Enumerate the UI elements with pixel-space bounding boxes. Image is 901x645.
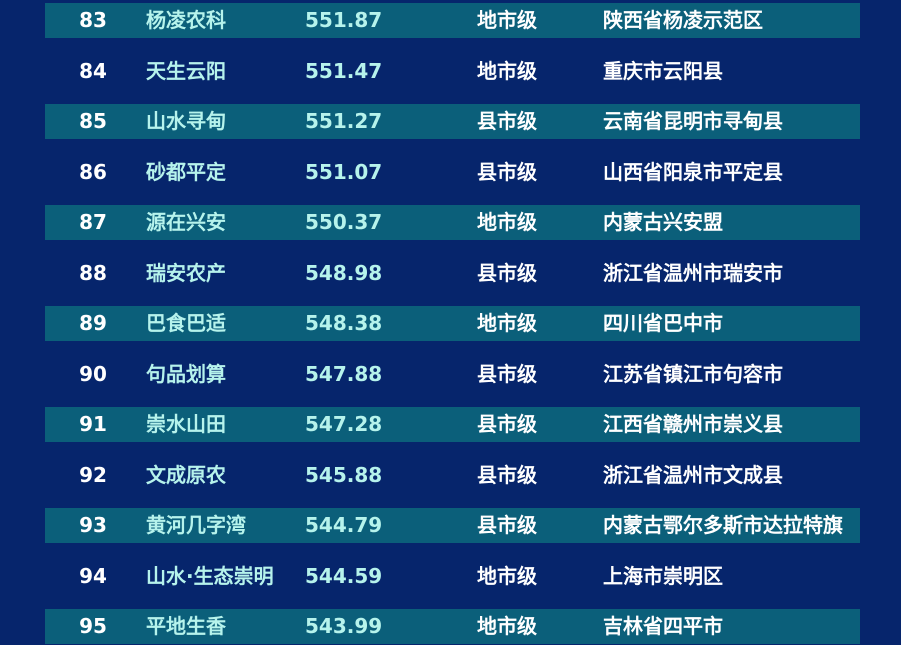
- cell-level: 县市级: [477, 361, 537, 386]
- cell-name: 源在兴安: [146, 210, 226, 234]
- cell-region: 云南省昆明市寻甸县: [603, 109, 783, 133]
- cell-rank: 86: [79, 159, 107, 184]
- cell-score: 551.27: [305, 109, 383, 133]
- cell-score: 550.37: [305, 210, 383, 234]
- cell-region: 陕西省杨凌示范区: [603, 8, 763, 32]
- table-row: 89 巴食巴适 548.38 地市级 四川省巴中市: [45, 306, 860, 341]
- cell-region: 内蒙古兴安盟: [603, 210, 723, 234]
- cell-rank: 89: [79, 311, 107, 335]
- cell-rank: 90: [79, 361, 107, 386]
- cell-region: 上海市崇明区: [603, 563, 723, 588]
- cell-level: 地市级: [477, 210, 537, 234]
- cell-score: 548.98: [305, 260, 383, 285]
- table-row: 94 山水·生态崇明 544.59 地市级 上海市崇明区: [45, 559, 860, 594]
- cell-level: 县市级: [477, 412, 537, 436]
- cell-score: 547.28: [305, 412, 383, 436]
- cell-name: 山水·生态崇明: [146, 563, 274, 588]
- cell-region: 浙江省温州市瑞安市: [603, 260, 783, 285]
- cell-region: 浙江省温州市文成县: [603, 462, 783, 487]
- cell-region: 江苏省镇江市句容市: [603, 361, 783, 386]
- table-row: 87 源在兴安 550.37 地市级 内蒙古兴安盟: [45, 205, 860, 240]
- cell-score: 551.47: [305, 58, 383, 83]
- cell-level: 地市级: [477, 8, 537, 32]
- cell-name: 文成原农: [146, 462, 226, 487]
- cell-region: 吉林省四平市: [603, 614, 723, 638]
- cell-region: 重庆市云阳县: [603, 58, 723, 83]
- cell-score: 547.88: [305, 361, 383, 386]
- cell-name: 崇水山田: [146, 412, 226, 436]
- cell-name: 平地生香: [146, 614, 226, 638]
- cell-score: 545.88: [305, 462, 383, 487]
- table-row: 90 句品划算 547.88 县市级 江苏省镇江市句容市: [45, 357, 860, 392]
- table-row: 93 黄河几字湾 544.79 县市级 内蒙古鄂尔多斯市达拉特旗: [45, 508, 860, 543]
- cell-name: 砂都平定: [146, 159, 226, 184]
- cell-score: 548.38: [305, 311, 383, 335]
- cell-name: 句品划算: [146, 361, 226, 386]
- table-row: 85 山水寻甸 551.27 县市级 云南省昆明市寻甸县: [45, 104, 860, 139]
- cell-rank: 94: [79, 563, 107, 588]
- cell-name: 巴食巴适: [146, 311, 226, 335]
- cell-rank: 83: [79, 8, 107, 32]
- cell-level: 县市级: [477, 260, 537, 285]
- cell-rank: 88: [79, 260, 107, 285]
- cell-score: 543.99: [305, 614, 383, 638]
- cell-rank: 93: [79, 513, 107, 537]
- cell-rank: 95: [79, 614, 107, 638]
- table-row: 83 杨凌农科 551.87 地市级 陕西省杨凌示范区: [45, 3, 860, 38]
- cell-region: 山西省阳泉市平定县: [603, 159, 783, 184]
- cell-score: 544.79: [305, 513, 383, 537]
- table-row: 84 天生云阳 551.47 地市级 重庆市云阳县: [45, 54, 860, 89]
- cell-level: 县市级: [477, 513, 537, 537]
- cell-region: 四川省巴中市: [603, 311, 723, 335]
- cell-level: 地市级: [477, 614, 537, 638]
- cell-region: 内蒙古鄂尔多斯市达拉特旗: [603, 513, 843, 537]
- cell-score: 551.87: [305, 8, 383, 32]
- cell-rank: 92: [79, 462, 107, 487]
- cell-rank: 85: [79, 109, 107, 133]
- cell-name: 杨凌农科: [146, 8, 226, 32]
- cell-name: 山水寻甸: [146, 109, 226, 133]
- table-row: 92 文成原农 545.88 县市级 浙江省温州市文成县: [45, 458, 860, 493]
- cell-rank: 91: [79, 412, 107, 436]
- cell-name: 瑞安农产: [146, 260, 226, 285]
- table-row: 86 砂都平定 551.07 县市级 山西省阳泉市平定县: [45, 155, 860, 190]
- cell-level: 县市级: [477, 109, 537, 133]
- cell-name: 黄河几字湾: [146, 513, 246, 537]
- table-row: 91 崇水山田 547.28 县市级 江西省赣州市崇义县: [45, 407, 860, 442]
- cell-level: 县市级: [477, 462, 537, 487]
- cell-rank: 87: [79, 210, 107, 234]
- cell-level: 地市级: [477, 563, 537, 588]
- cell-rank: 84: [79, 58, 107, 83]
- cell-region: 江西省赣州市崇义县: [603, 412, 783, 436]
- cell-level: 地市级: [477, 311, 537, 335]
- cell-score: 544.59: [305, 563, 383, 588]
- cell-level: 地市级: [477, 58, 537, 83]
- table-row: 95 平地生香 543.99 地市级 吉林省四平市: [45, 609, 860, 644]
- cell-name: 天生云阳: [146, 58, 226, 83]
- table-row: 88 瑞安农产 548.98 县市级 浙江省温州市瑞安市: [45, 256, 860, 291]
- cell-score: 551.07: [305, 159, 383, 184]
- cell-level: 县市级: [477, 159, 537, 184]
